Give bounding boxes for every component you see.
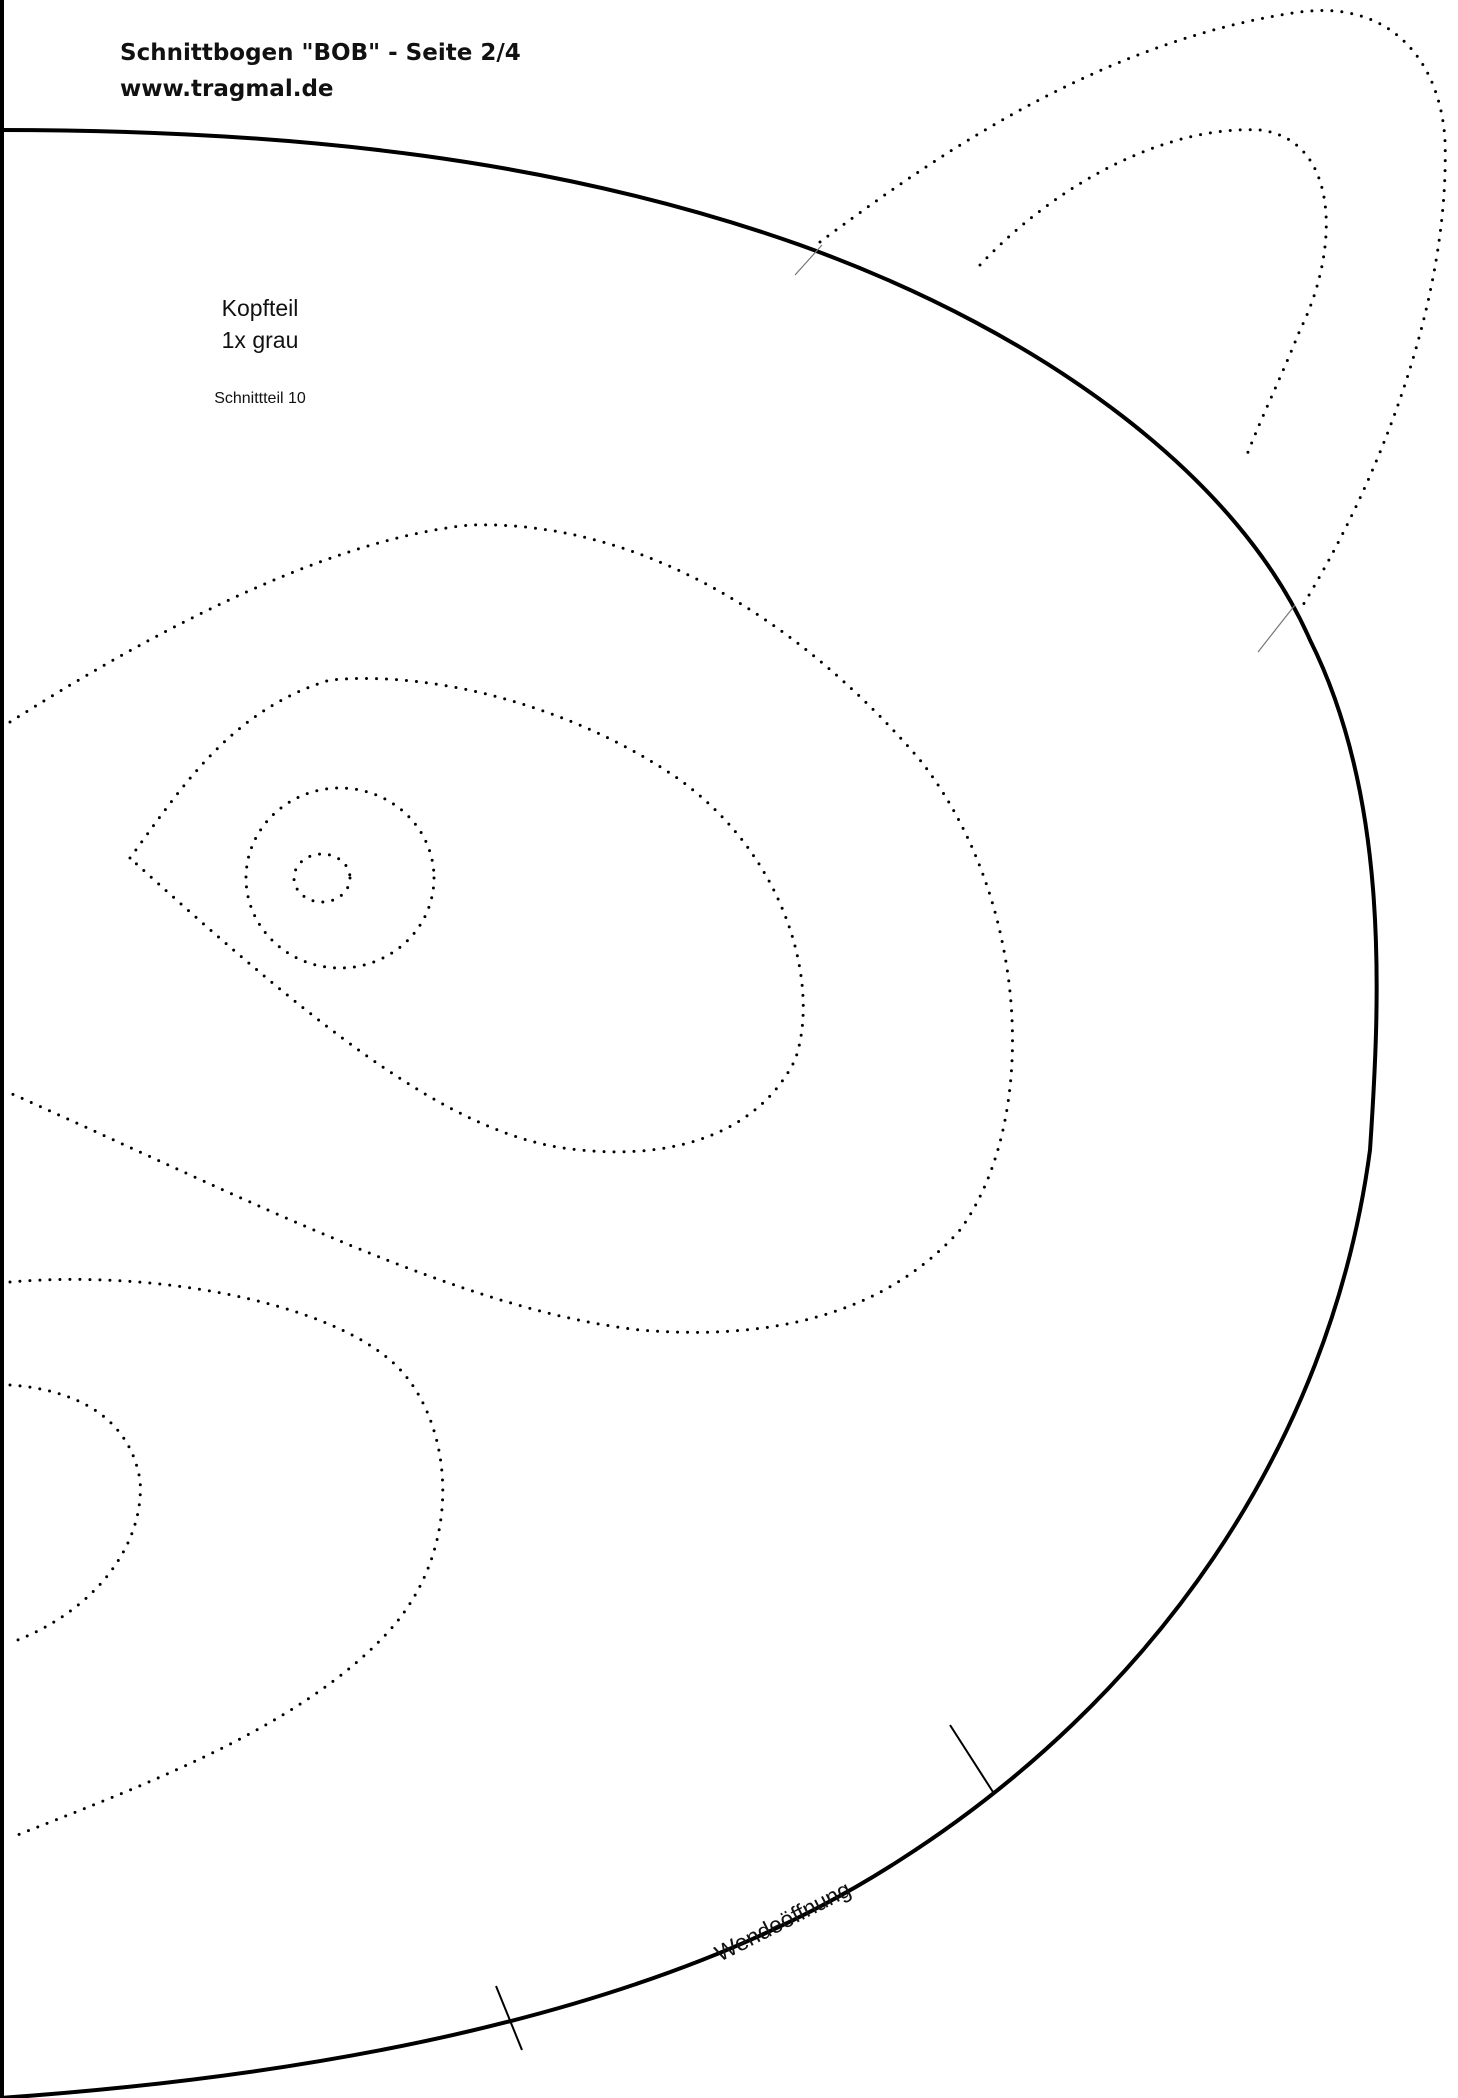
eye-mask-outer-dotted <box>8 523 1014 1334</box>
sheet-url: www.tragmal.de <box>120 76 334 102</box>
piece-number: Schnittteil 10 <box>214 390 306 407</box>
piece-name: Kopfteil <box>221 295 299 321</box>
ear-notch-bottom <box>1257 604 1296 653</box>
snout-inner-dotted <box>8 1383 142 1645</box>
opening-notch-upper <box>949 1724 994 1793</box>
snout-outer-dotted <box>8 1277 445 1840</box>
opening-label: Wendeöffnung <box>710 1876 854 1967</box>
head-outline <box>0 128 1379 2098</box>
sheet-title: Schnittbogen "BOB" - Seite 2/4 <box>120 40 521 66</box>
eye-mask-inner-dotted <box>127 676 805 1154</box>
ear-outline-dotted <box>818 9 1447 612</box>
ear-notch-top <box>794 244 823 276</box>
opening-notch-lower <box>495 1985 523 2051</box>
piece-quantity: 1x grau <box>221 327 299 353</box>
eye-outer-dotted <box>244 786 436 970</box>
pupil-dotted <box>292 852 352 904</box>
inner-ear-dotted <box>978 128 1328 462</box>
